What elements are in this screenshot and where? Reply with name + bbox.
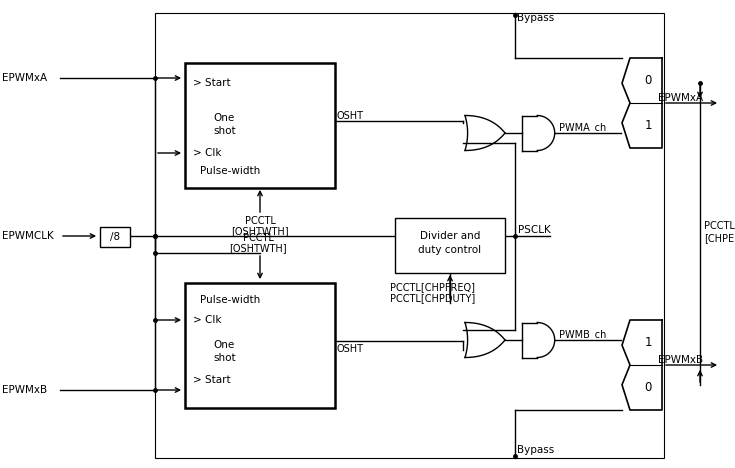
Text: shot: shot: [213, 353, 236, 363]
Bar: [155, 13, 664, 458]
Text: duty control: duty control: [418, 245, 481, 255]
Text: Bypass: Bypass: [517, 13, 554, 23]
Text: [OSHTWTH]: [OSHTWTH]: [232, 226, 289, 236]
Text: PWMA_ch: PWMA_ch: [559, 123, 606, 133]
Text: EPWMxB: EPWMxB: [658, 355, 703, 365]
Text: /8: /8: [110, 232, 120, 242]
Text: PCCTL[CHPFREQ]: PCCTL[CHPFREQ]: [390, 282, 475, 292]
Bar: [395, 218, 505, 273]
Text: 0: 0: [645, 381, 652, 394]
Text: PCCTL: PCCTL: [243, 233, 273, 243]
Text: > Start: > Start: [193, 78, 231, 88]
Text: 0: 0: [645, 74, 652, 87]
Bar: [185, 63, 335, 188]
Text: PSCLK: PSCLK: [518, 225, 551, 235]
Text: Bypass: Bypass: [517, 445, 554, 455]
Text: One: One: [213, 113, 234, 123]
Text: OSHT: OSHT: [337, 344, 364, 354]
Text: OSHT: OSHT: [337, 111, 364, 121]
Text: Divider and: Divider and: [420, 231, 480, 241]
Bar: [100, 227, 130, 247]
Text: 1: 1: [645, 336, 652, 349]
Text: EPWMxA: EPWMxA: [658, 93, 703, 103]
Text: [CHPEN]: [CHPEN]: [704, 233, 735, 243]
Text: > Start: > Start: [193, 375, 231, 385]
Text: Pulse-width: Pulse-width: [200, 295, 260, 305]
Text: EPWMCLK: EPWMCLK: [2, 231, 54, 241]
Text: > Clk: > Clk: [193, 148, 221, 158]
Text: 1: 1: [645, 119, 652, 132]
Text: EPWMxB: EPWMxB: [2, 385, 47, 395]
Text: EPWMxA: EPWMxA: [2, 73, 47, 83]
Text: One: One: [213, 340, 234, 350]
Bar: [185, 283, 335, 408]
Text: shot: shot: [213, 126, 236, 136]
Text: [OSHTWTH]: [OSHTWTH]: [229, 243, 287, 253]
Text: PCCTL: PCCTL: [245, 216, 276, 226]
Text: Pulse-width: Pulse-width: [200, 166, 260, 176]
Text: PCCTL[CHPDUTY]: PCCTL[CHPDUTY]: [390, 293, 476, 303]
Text: > Clk: > Clk: [193, 315, 221, 325]
Text: PWMB_ch: PWMB_ch: [559, 329, 606, 340]
Text: PCCTL: PCCTL: [704, 221, 735, 231]
